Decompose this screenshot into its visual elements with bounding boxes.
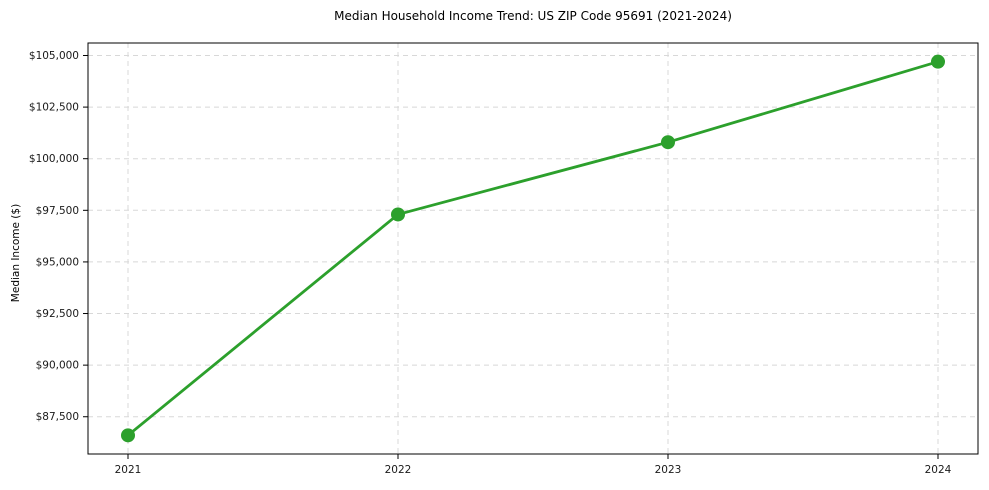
data-point-2022 — [391, 207, 405, 222]
y-tick-label: $100,000 — [29, 153, 79, 165]
chart-title: Median Household Income Trend: US ZIP Co… — [334, 9, 732, 23]
x-tick-label: 2023 — [655, 464, 682, 476]
y-tick-label: $87,500 — [36, 411, 79, 423]
x-tick-label: 2024 — [925, 464, 952, 476]
data-point-2021 — [121, 428, 135, 443]
trend-line — [126, 60, 940, 437]
data-point-2024 — [931, 54, 945, 69]
data-point-2023 — [661, 135, 675, 150]
y-tick-label: $95,000 — [36, 256, 79, 268]
x-tick-label: 2021 — [115, 464, 142, 476]
y-tick-label: $90,000 — [36, 360, 79, 372]
y-tick-label: $102,500 — [29, 102, 79, 114]
plot-border — [87, 42, 979, 455]
y-tick-label: $105,000 — [29, 50, 79, 62]
x-tick-label: 2022 — [385, 464, 412, 476]
y-tick-label: $92,500 — [36, 308, 79, 320]
y-tick-label: $97,500 — [36, 205, 79, 217]
